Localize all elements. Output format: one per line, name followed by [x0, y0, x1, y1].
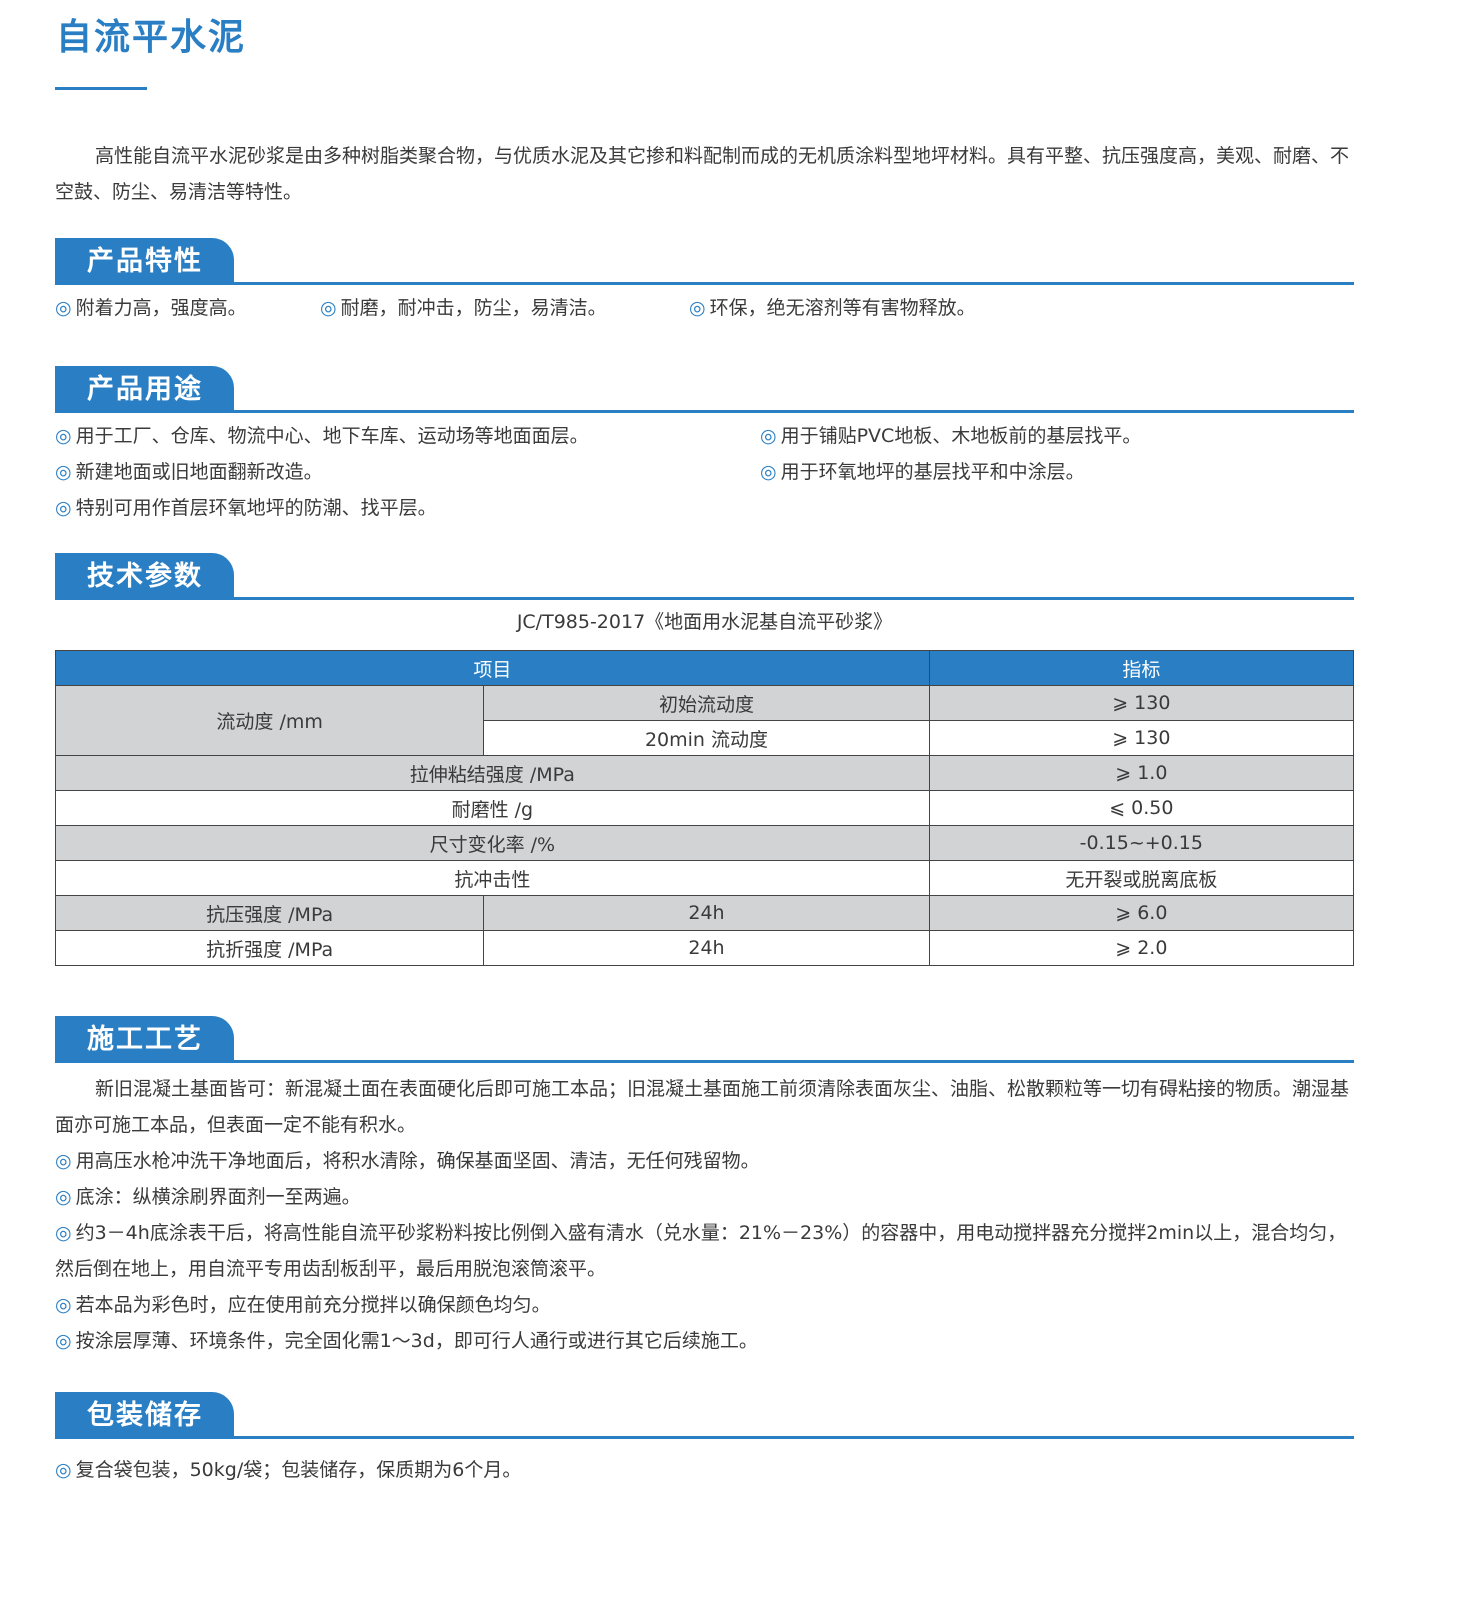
list-item: ◎ 按涂层厚薄、环境条件，完全固化需1～3d，即可行人通行或进行其它后续施工。	[55, 1330, 758, 1352]
section-title: 产品用途	[55, 366, 234, 413]
table-row: 拉伸粘结强度 /MPa ⩾ 1.0	[55, 755, 1355, 791]
header-item: 项目	[55, 650, 930, 686]
table-row: 抗压强度 /MPa 24h ⩾ 6.0	[54, 895, 1355, 931]
standard-caption: JC/T985-2017《地面用水泥基自流平砂浆》	[516, 611, 893, 633]
list-item: ◎ 底涂：纵横涂刷界面剂一至两遍。	[55, 1186, 361, 1208]
double-circle-icon: ◎	[320, 297, 337, 319]
list-item: ◎ 用高压水枪冲洗干净地面后，将积水清除，确保基面坚固、清洁，无任何残留物。	[55, 1150, 760, 1172]
page-title: 自流平水泥	[56, 17, 247, 58]
list-item: ◎ 环保，绝无溶剂等有害物释放。	[689, 297, 976, 319]
intro-paragraph: 高性能自流平水泥砂浆是由多种树脂类聚合物，与优质水泥及其它掺和料配制而成的无机质…	[55, 145, 1350, 203]
section-title: 施工工艺	[55, 1016, 234, 1063]
list-item: ◎ 新建地面或旧地面翻新改造。	[55, 461, 323, 483]
section-features-header: 产品特性	[55, 238, 1354, 288]
table-row: 尺寸变化率 /% -0.15~+0.15	[55, 825, 1355, 861]
title-underline	[55, 87, 147, 90]
double-circle-icon: ◎	[55, 297, 72, 319]
section-tech-header: 技术参数	[55, 553, 1354, 603]
section-title: 产品特性	[55, 238, 234, 285]
list-item: ◎ 用于工厂、仓库、物流中心、地下车库、运动场等地面面层。	[55, 425, 589, 447]
process-content: 新旧混凝土基面皆可：新混凝土面在表面硬化后即可施工本品；旧混凝土基面施工前须清除…	[55, 1071, 1357, 1359]
double-circle-icon: ◎	[55, 1150, 72, 1172]
table-row: 流动度 /mm 初始流动度 ⩾ 130	[54, 685, 1355, 756]
double-circle-icon: ◎	[55, 1459, 72, 1481]
list-item: ◎ 复合袋包装，50kg/袋；包装储存，保质期为6个月。	[55, 1459, 522, 1481]
process-intro: 新旧混凝土基面皆可：新混凝土面在表面硬化后即可施工本品；旧混凝土基面施工前须清除…	[55, 1078, 1350, 1136]
header-value: 指标	[928, 650, 1355, 686]
list-item: ◎ 用于铺贴PVC地板、木地板前的基层找平。	[760, 425, 1142, 447]
section-process-header: 施工工艺	[55, 1016, 1354, 1066]
list-item: ◎ 特别可用作首层环氧地坪的防潮、找平层。	[55, 497, 437, 519]
double-circle-icon: ◎	[760, 425, 777, 447]
double-circle-icon: ◎	[55, 497, 72, 519]
section-uses-header: 产品用途	[55, 366, 1354, 416]
double-circle-icon: ◎	[55, 1294, 72, 1316]
double-circle-icon: ◎	[55, 1186, 72, 1208]
double-circle-icon: ◎	[55, 1222, 72, 1244]
list-item: ◎ 附着力高，强度高。	[55, 297, 247, 319]
double-circle-icon: ◎	[55, 1330, 72, 1352]
table-row: 抗折强度 /MPa 24h ⩾ 2.0	[54, 930, 1355, 966]
double-circle-icon: ◎	[55, 461, 72, 483]
section-title: 包装储存	[55, 1392, 234, 1439]
list-item: ◎ 用于环氧地坪的基层找平和中涂层。	[760, 461, 1085, 483]
table-row: 抗冲击性 无开裂或脱离底板	[55, 860, 1355, 896]
list-item: ◎ 耐磨，耐冲击，防尘，易清洁。	[320, 297, 607, 319]
table-row: 20min 流动度 ⩾ 130	[56, 720, 1355, 756]
table-row: 耐磨性 /g ⩽ 0.50	[55, 790, 1355, 826]
section-packaging-header: 包装储存	[55, 1392, 1354, 1442]
list-item: ◎ 若本品为彩色时，应在使用前充分搅拌以确保颜色均匀。	[55, 1294, 551, 1316]
double-circle-icon: ◎	[55, 425, 72, 447]
table-header-row: 项目 指标	[55, 650, 1355, 686]
tech-params-table: 项目 指标 流动度 /mm 初始流动度 ⩾ 130 20min 流动度 ⩾ 130 拉伸…	[54, 650, 1355, 966]
double-circle-icon: ◎	[689, 297, 706, 319]
double-circle-icon: ◎	[760, 461, 777, 483]
section-title: 技术参数	[55, 553, 234, 600]
list-item: ◎ 约3－4h底涂表干后，将高性能自流平砂浆粉料按比例倒入盛有清水（兑水量：21%…	[55, 1222, 1347, 1280]
